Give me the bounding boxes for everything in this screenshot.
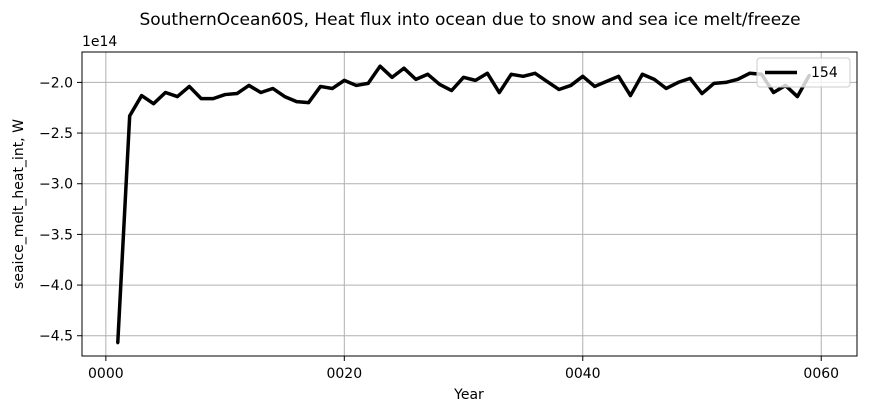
data-point [521,74,525,78]
data-point [736,77,740,81]
y-axis-label: seaice_melt_heat_int, W [11,119,27,289]
data-point [485,71,489,75]
data-point [259,91,263,95]
data-point [640,72,644,76]
data-point [414,77,418,81]
data-point [605,79,609,83]
y-tick-label: −4.5 [39,329,73,345]
data-point [223,93,227,97]
data-point [509,72,513,76]
data-point [318,84,322,88]
data-point [617,74,621,78]
y-tick-label: −2.5 [39,126,73,142]
data-point [795,95,799,99]
y-tick-label: −3.0 [39,177,73,193]
y-tick-label: −4.0 [39,278,73,294]
data-point [187,84,191,88]
data-point [426,72,430,76]
data-point [175,95,179,99]
data-point [271,86,275,90]
data-point [354,83,358,87]
data-point [593,84,597,88]
data-point [748,71,752,75]
data-point [163,91,167,95]
data-point [462,75,466,79]
data-point [450,89,454,93]
legend: 154 [756,57,851,88]
data-point [390,75,394,79]
data-point [366,81,370,85]
plot-frame [81,51,858,357]
data-point [664,86,668,90]
data-point [772,91,776,95]
chart-title: SouthernOcean60S, Heat flux into ocean d… [139,10,800,30]
x-tick-label: 0060 [803,366,839,382]
data-point [211,97,215,101]
data-point [140,94,144,98]
data-point [247,83,251,87]
data-point [688,76,692,80]
x-tick-label: 0040 [565,366,601,382]
data-point [497,91,501,95]
data-point [378,64,382,68]
series-layer [116,64,811,345]
data-point [545,79,549,83]
legend-box [756,57,851,88]
data-point [128,114,132,118]
data-point [652,77,656,81]
data-point [152,102,156,106]
data-point [581,74,585,78]
data-point [628,94,632,98]
data-point [283,95,287,99]
x-axis-label: Year [453,387,484,403]
data-point [438,82,442,86]
data-point [295,100,299,104]
data-point [199,97,203,101]
x-tick-label: 0000 [88,366,124,382]
x-tick-label: 0020 [326,366,362,382]
data-point [712,81,716,85]
legend-entry-label: 154 [811,65,838,81]
data-point [724,80,728,84]
series-line [116,64,811,343]
data-point [557,87,561,91]
y-tick-label: −2.0 [39,75,73,91]
data-point [676,80,680,84]
data-point [533,71,537,75]
axis-ticks: 0000 0020 0040 0060 −4.5 −4.0 −3.5 −3.0 −2.5 −2.0 [39,75,839,382]
y-tick-label: −3.5 [39,227,73,243]
data-point [116,341,120,345]
y-offset-label: 1e14 [82,34,117,50]
data-point [330,86,334,90]
data-point [402,66,406,70]
data-point [235,92,239,96]
data-point [700,92,704,96]
data-point [307,101,311,105]
data-point [569,83,573,87]
data-point [342,78,346,82]
data-point [473,78,477,82]
